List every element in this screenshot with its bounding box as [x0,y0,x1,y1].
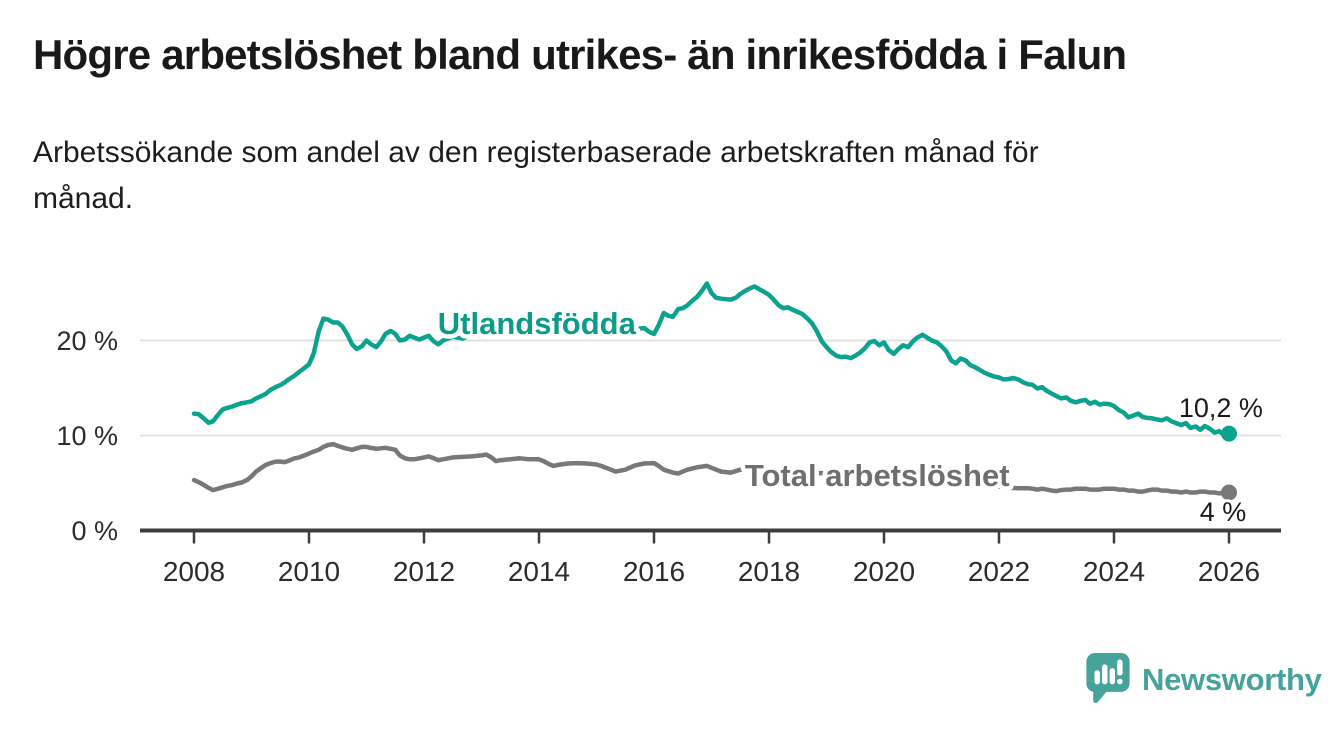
logo-bar-2 [1102,664,1108,685]
chart-subtitle: Arbetssökande som andel av den registerb… [33,136,1039,215]
x-tick-label: 2022 [968,556,1030,587]
y-tick-label: 20 % [56,326,118,356]
series-end-dot-1 [1221,425,1237,442]
series-line-0 [191,441,1232,496]
series-end-dot-0 [1221,484,1237,501]
series-end-value-1: 10,2 % [1179,393,1263,423]
series-label-1: Utlandsfödda [438,306,637,341]
series-end-value-0: 4 % [1200,497,1247,527]
brand-name: Newsworthy [1142,662,1322,697]
x-tick-label: 2016 [623,556,685,587]
logo-bubble-shape [1086,653,1130,704]
newsworthy-logo-icon [1086,653,1130,704]
logo-exclamation-dot [1117,678,1123,685]
series-line-1 [191,281,1232,438]
x-tick-label: 2024 [1083,556,1145,587]
y-tick-label: 0 % [71,516,118,546]
logo-bar-3 [1109,668,1116,685]
series-label-0: Total arbetslöshet [745,458,1010,493]
x-tick-label: 2014 [508,556,570,587]
x-tick-label: 2008 [163,556,225,587]
logo-exclamation-bar [1117,659,1123,676]
x-tick-label: 2026 [1198,556,1260,587]
brand-footer: Newsworthy [1086,652,1322,708]
x-tick-label: 2018 [738,556,800,587]
x-tick-label: 2020 [853,556,915,587]
y-tick-label: 10 % [56,421,118,451]
logo-bar-1 [1094,670,1100,685]
x-tick-label: 2010 [278,556,340,587]
chart-title: Högre arbetslöshet bland utrikes- än inr… [33,31,1127,78]
x-tick-label: 2012 [393,556,455,587]
